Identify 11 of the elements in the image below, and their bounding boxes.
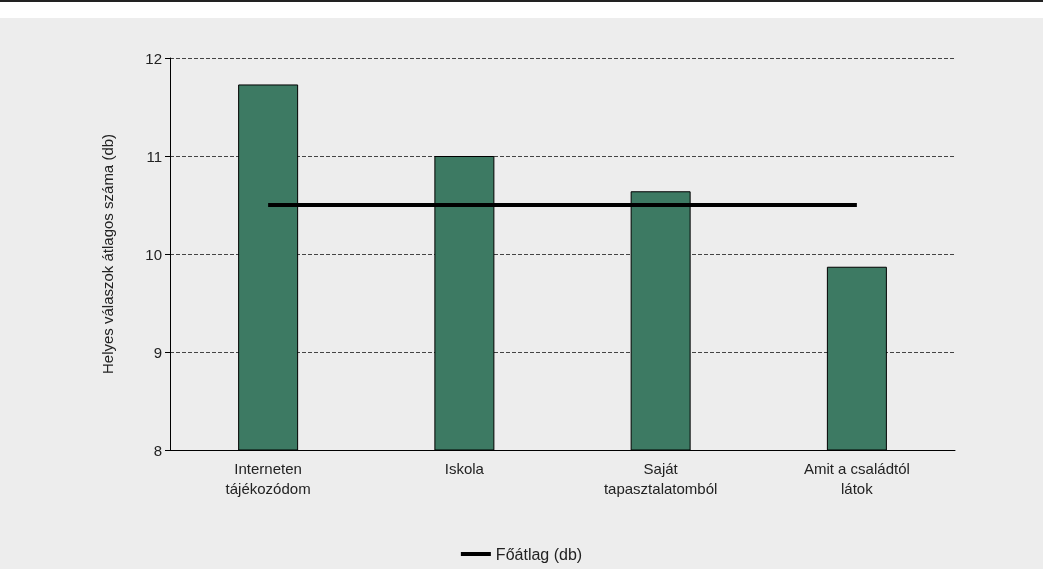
y-tick-label: 11 [146,147,162,165]
y-tick-label: 9 [153,343,162,361]
y-tick-label: 8 [153,441,162,459]
x-tick-label: Iskola [444,459,485,477]
legend-label: Főátlag (db) [495,545,583,563]
x-tick-label: Amit a családtól látok [803,459,910,497]
y-tick-label: 12 [145,49,162,67]
x-tick-label: Saját tapasztalatomból [603,459,718,497]
x-tick-label: Interneten tájékozódom [225,459,311,497]
y-tick-label: 10 [145,245,162,263]
y-axis-title: Helyes válaszok átlagos száma (db) [99,133,116,375]
